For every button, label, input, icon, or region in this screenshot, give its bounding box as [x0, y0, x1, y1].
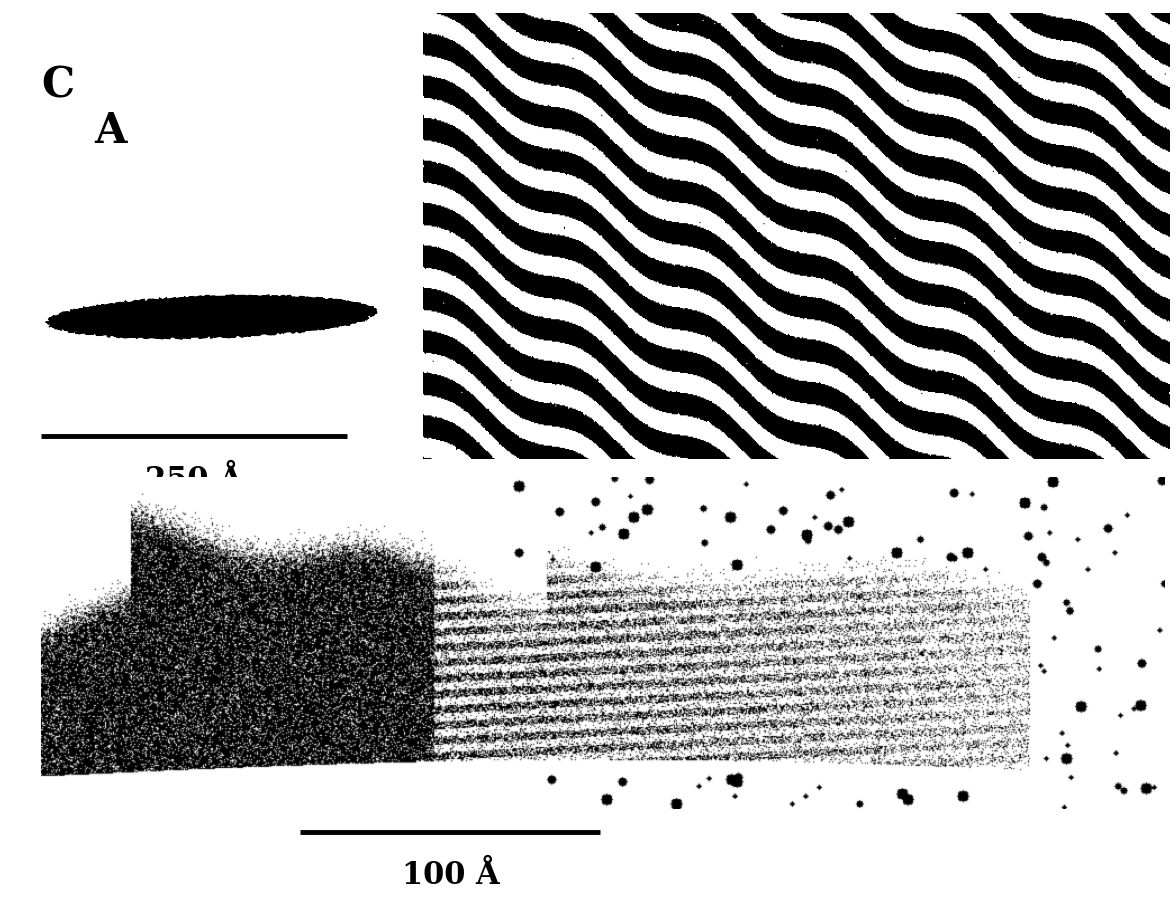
- Ellipse shape: [161, 315, 179, 318]
- Circle shape: [242, 313, 256, 321]
- Text: C: C: [41, 64, 74, 107]
- Text: 50 Å: 50 Å: [806, 515, 883, 546]
- Polygon shape: [46, 296, 377, 340]
- Circle shape: [272, 306, 279, 310]
- Circle shape: [303, 308, 319, 316]
- Text: 100 Å: 100 Å: [401, 859, 500, 891]
- Circle shape: [327, 314, 341, 322]
- Ellipse shape: [216, 314, 236, 319]
- Text: 250 Å: 250 Å: [145, 464, 243, 495]
- Ellipse shape: [96, 323, 113, 327]
- Circle shape: [252, 314, 262, 321]
- Text: A: A: [94, 110, 127, 153]
- Text: B: B: [512, 28, 547, 70]
- Ellipse shape: [148, 316, 167, 322]
- Ellipse shape: [220, 317, 232, 322]
